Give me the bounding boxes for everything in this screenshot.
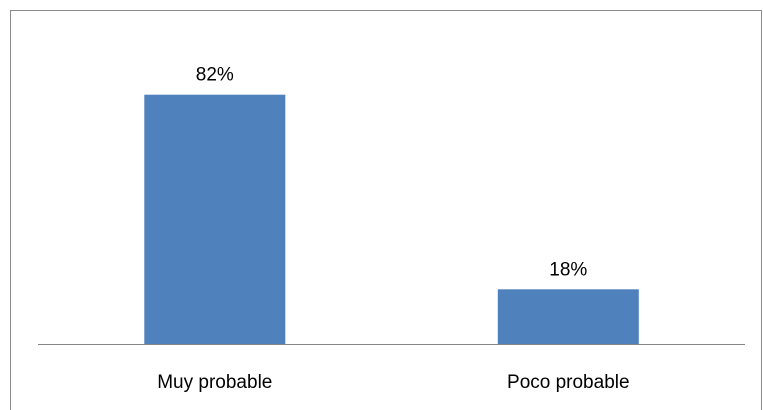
x-tick-label-0: Muy probable bbox=[157, 372, 272, 393]
bar-1 bbox=[497, 289, 639, 344]
data-label-1: 18% bbox=[549, 259, 587, 280]
data-labels-group: 82% 18% bbox=[196, 65, 588, 281]
chart-frame bbox=[10, 10, 762, 410]
data-label-0: 82% bbox=[196, 65, 234, 86]
bar-0 bbox=[144, 94, 286, 344]
x-tick-label-1: Poco probable bbox=[507, 372, 630, 393]
bar-chart: 82% 18% Muy probable Poco probable bbox=[38, 65, 745, 393]
bars-group bbox=[144, 94, 639, 344]
x-tick-labels-group: Muy probable Poco probable bbox=[157, 372, 629, 393]
